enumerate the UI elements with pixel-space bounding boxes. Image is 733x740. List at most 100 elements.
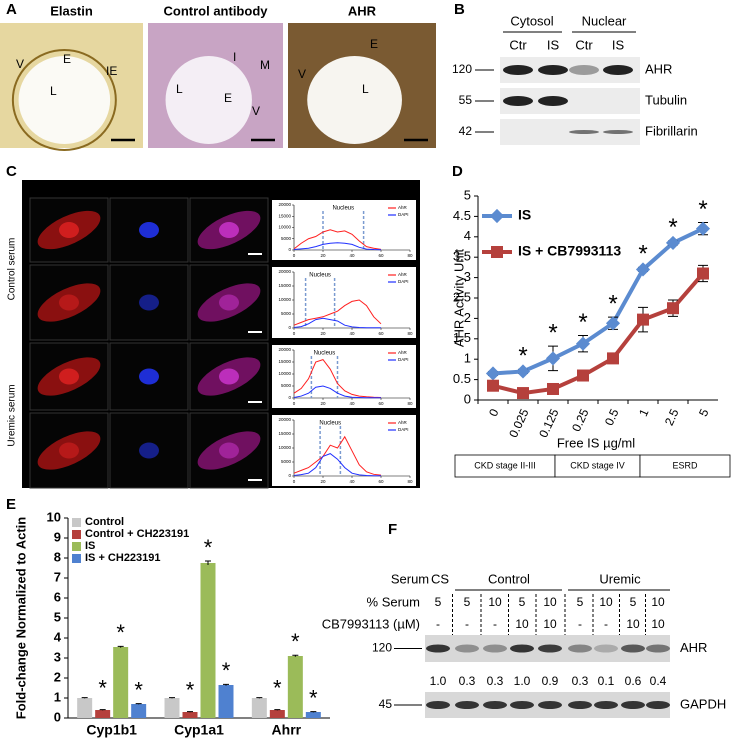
profile-line (293, 435, 382, 476)
y-tick-label: 6 (54, 589, 61, 604)
legend-swatch (72, 542, 81, 551)
legend-label: DAPI (398, 212, 409, 217)
x-tick-label: 0.25 (569, 406, 592, 433)
group-label: Uremic (599, 571, 641, 586)
row-label: CB7993113 (20, 279, 30, 326)
error-bar (81, 697, 88, 699)
y-tick-label: 10000 (278, 225, 291, 230)
legend-swatch (72, 554, 81, 563)
nucleus (139, 368, 159, 385)
image-label: E (63, 52, 71, 66)
blot-group: Cytosol (510, 13, 553, 28)
blot-band (538, 644, 562, 653)
legend-label: IS + CB7993113 (518, 243, 621, 259)
band-label: Fibrillarin (645, 123, 698, 138)
row-label: Vehicle (20, 362, 30, 391)
y-tick-label: 2 (464, 310, 471, 325)
nucleus (59, 222, 79, 238)
image-label: V (252, 104, 260, 118)
error-bar (117, 645, 124, 648)
image-label: M (260, 58, 270, 72)
percent-value: 5 (519, 595, 526, 609)
blot-band (538, 65, 568, 75)
y-tick-label: 3.5 (453, 249, 471, 264)
y-tick-label: 0 (288, 247, 291, 252)
profile-line (293, 385, 381, 399)
y-tick-label: 4 (54, 629, 62, 644)
bar (218, 685, 234, 718)
stage-label: ESRD (672, 460, 698, 470)
x-tick-label: 40 (349, 401, 355, 406)
x-tick-label: 0.025 (506, 406, 532, 439)
x-tick-label: 80 (407, 401, 413, 406)
blot-group: Nuclear (582, 13, 627, 28)
blot-band (455, 701, 479, 709)
y-tick-label: 0 (54, 709, 61, 724)
blot-band (594, 701, 618, 709)
image-title: AHR (348, 3, 377, 18)
blot-band (594, 644, 618, 653)
significance: * (578, 309, 587, 336)
profile-bg (272, 345, 416, 408)
marker (607, 352, 619, 365)
x-tick-label: 20 (320, 401, 326, 406)
panel-letter: D (452, 163, 463, 180)
nucleus (59, 294, 79, 311)
legend-label: AhR (398, 272, 408, 277)
blot-band (510, 644, 534, 653)
blot-band (538, 701, 562, 709)
band-label: GAPDH (680, 696, 726, 711)
significance: * (548, 319, 557, 346)
blot-band (426, 701, 450, 709)
percent-value: 10 (651, 595, 665, 609)
significance: * (291, 629, 300, 654)
y-tick-label: 5000 (281, 311, 292, 316)
image-label: L (362, 82, 369, 96)
y-tick-label: 5000 (281, 236, 292, 241)
y-tick-label: 2.5 (453, 289, 471, 304)
y-tick-label: 8 (54, 549, 61, 564)
row-label: CB7993113 (20, 427, 30, 474)
band-quantification: 0.9 (542, 674, 559, 688)
bar (182, 712, 198, 718)
marker (697, 267, 709, 280)
blot-band (568, 644, 592, 653)
error-bar (292, 654, 299, 657)
error-bar (223, 683, 229, 686)
marker (575, 336, 591, 351)
y-tick-label: 10000 (278, 445, 291, 450)
y-tick-label: 15000 (278, 431, 291, 436)
lumen (18, 56, 111, 144)
column-header: Merge (216, 184, 242, 194)
profile-line (293, 242, 382, 251)
nucleus (139, 294, 159, 311)
profile-line (293, 229, 382, 250)
profile-bg (272, 267, 416, 338)
legend-label: AhR (398, 420, 408, 425)
lumen (165, 56, 252, 144)
significance: * (116, 620, 125, 645)
bar (251, 698, 267, 718)
bar (269, 710, 285, 718)
y-tick-label: 20000 (278, 347, 291, 352)
cb-value: - (465, 617, 469, 631)
y-tick-label: 0 (288, 325, 291, 330)
group-label: CS (431, 571, 449, 586)
percent-value: 5 (464, 595, 471, 609)
panel-letter: B (454, 1, 465, 18)
marker (665, 235, 681, 250)
image-label: L (50, 84, 57, 98)
bar (113, 647, 129, 718)
significance: * (608, 291, 617, 318)
cb-value: 10 (651, 617, 665, 631)
y-tick-label: 20000 (278, 202, 291, 207)
blot-band (621, 701, 645, 709)
blot-band (569, 130, 599, 134)
y-axis-label: Fold-change Normalized to Actin (13, 517, 28, 720)
significance: * (134, 677, 143, 702)
y-tick-label: 10000 (278, 371, 291, 376)
image-label: E (224, 91, 232, 105)
y-tick-label: 5 (464, 187, 471, 202)
y-tick-label: 15000 (278, 283, 291, 288)
marker (515, 364, 531, 379)
